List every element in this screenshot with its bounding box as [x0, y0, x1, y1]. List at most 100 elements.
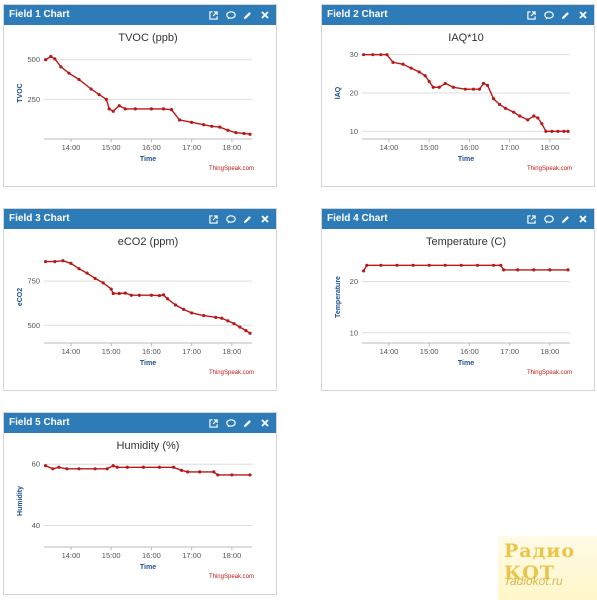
data-point: [214, 315, 218, 319]
x-tick-label: 16:00: [142, 143, 161, 152]
radiokot-watermark: Радио КОТ radiokot.ru: [498, 536, 597, 600]
data-point: [218, 125, 222, 129]
data-point: [117, 291, 121, 296]
x-tick-label: 15:00: [420, 143, 439, 152]
widget-title: Field 4 Chart: [327, 213, 388, 224]
comment-icon[interactable]: [225, 10, 236, 21]
pencil-icon[interactable]: [560, 10, 571, 21]
data-point: [437, 85, 441, 89]
data-point: [550, 129, 554, 133]
line-chart: IAQ*10 10 20 30 14:00 15:00 16:00 17:00 18:00 Tim…: [335, 32, 572, 172]
x-tick-label: 14:00: [62, 551, 81, 560]
data-point: [540, 122, 544, 126]
data-point: [190, 120, 194, 124]
external-link-icon[interactable]: [526, 214, 537, 225]
data-point: [562, 129, 566, 133]
x-tick-label: 14:00: [62, 347, 81, 356]
comment-icon[interactable]: [225, 418, 236, 429]
data-point: [477, 87, 482, 91]
widget-header: Field 3 Chart: [4, 209, 276, 229]
data-point: [44, 464, 48, 468]
data-point: [44, 260, 48, 264]
data-point: [401, 62, 405, 66]
watermark-logo: Радио КОТ: [504, 540, 576, 584]
data-point: [504, 106, 508, 110]
data-point: [165, 297, 170, 301]
comment-icon[interactable]: [225, 214, 236, 225]
comment-icon[interactable]: [543, 10, 554, 21]
series-line: [45, 464, 250, 476]
close-icon[interactable]: [577, 10, 588, 21]
widget-header: Field 4 Chart: [322, 209, 594, 229]
data-point: [49, 54, 53, 59]
external-link-icon[interactable]: [208, 10, 219, 21]
thingspeak-credit[interactable]: ThingSpeak.com: [209, 574, 254, 580]
x-tick-label: 16:00: [460, 347, 479, 356]
widget-title: Field 2 Chart: [327, 9, 388, 20]
data-point: [443, 81, 447, 86]
pencil-icon[interactable]: [560, 214, 571, 225]
close-icon[interactable]: [259, 418, 270, 429]
chart-title: Temperature (C): [426, 236, 506, 248]
y-axis-label: eCO2: [17, 288, 24, 306]
data-point: [77, 77, 81, 82]
x-axis-label: Time: [458, 156, 474, 163]
y-tick-label: 10: [350, 127, 358, 136]
data-point: [516, 268, 520, 272]
data-point: [93, 467, 97, 471]
data-point: [512, 110, 516, 114]
data-point: [202, 123, 206, 127]
data-point: [186, 470, 190, 474]
data-point: [111, 291, 115, 296]
data-point: [107, 107, 111, 111]
x-tick-label: 15:00: [420, 347, 439, 356]
data-point: [459, 263, 463, 267]
line-chart: Temperature (C) 10 20 14:00 15:00 16:00 17:00 1…: [335, 236, 572, 376]
thingspeak-credit[interactable]: ThingSpeak.com: [209, 166, 254, 172]
data-point: [391, 60, 395, 64]
data-point: [117, 104, 121, 108]
data-point: [157, 293, 162, 298]
x-tick-label: 17:00: [182, 347, 201, 356]
chart-area: eCO2 (ppm) 500 750 14:00 15:00 16:00 17:00 18:0…: [4, 229, 276, 390]
data-point: [548, 268, 552, 272]
x-tick-label: 18:00: [540, 143, 559, 152]
data-point: [544, 129, 548, 133]
data-point: [427, 263, 431, 267]
thingspeak-credit[interactable]: ThingSpeak.com: [527, 166, 572, 172]
data-point: [497, 102, 502, 107]
data-point: [566, 129, 570, 133]
x-tick-label: 16:00: [142, 551, 161, 560]
line-chart: TVOC (ppb) 250 500 14:00 15:00 16:00 17:00 18:0…: [17, 32, 254, 172]
data-point: [232, 321, 236, 326]
external-link-icon[interactable]: [208, 214, 219, 225]
data-point: [526, 118, 530, 122]
x-tick-label: 16:00: [460, 143, 479, 152]
data-point: [379, 263, 383, 267]
external-link-icon[interactable]: [526, 10, 537, 21]
thingspeak-credit[interactable]: ThingSpeak.com: [209, 370, 254, 376]
y-tick-label: 10: [350, 328, 358, 337]
external-link-icon[interactable]: [208, 418, 219, 429]
widget-toolbar: [208, 5, 270, 25]
watermark-url: radiokot.ru: [506, 574, 563, 588]
pencil-icon[interactable]: [242, 418, 253, 429]
x-tick-label: 14:00: [62, 143, 81, 152]
data-point: [431, 85, 435, 89]
thingspeak-credit[interactable]: ThingSpeak.com: [527, 370, 572, 376]
data-point: [182, 307, 186, 311]
data-point: [77, 467, 81, 471]
data-point: [385, 53, 389, 57]
pencil-icon[interactable]: [242, 214, 253, 225]
close-icon[interactable]: [577, 214, 588, 225]
data-point: [61, 259, 65, 263]
data-point: [101, 281, 105, 285]
data-point: [502, 268, 506, 272]
data-point: [53, 57, 57, 61]
comment-icon[interactable]: [543, 214, 554, 225]
data-point: [491, 97, 496, 101]
close-icon[interactable]: [259, 214, 270, 225]
close-icon[interactable]: [259, 10, 270, 21]
pencil-icon[interactable]: [242, 10, 253, 21]
data-point: [234, 131, 238, 135]
